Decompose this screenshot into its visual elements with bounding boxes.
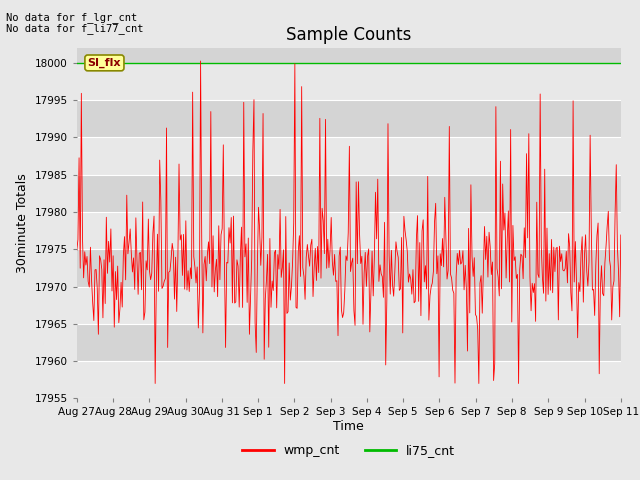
Legend: wmp_cnt, li75_cnt: wmp_cnt, li75_cnt (237, 439, 460, 462)
Text: SI_flx: SI_flx (88, 58, 121, 68)
Bar (77, 137, 621, 175)
Title: Sample Counts: Sample Counts (286, 25, 412, 44)
Text: No data for f_lgr_cnt: No data for f_lgr_cnt (6, 12, 138, 23)
Bar (77, 324, 621, 361)
X-axis label: Time: Time (333, 420, 364, 433)
Bar (77, 249, 621, 287)
Bar (77, 175, 621, 212)
Bar (77, 361, 621, 398)
Bar (77, 100, 621, 137)
Y-axis label: 30minute Totals: 30minute Totals (16, 173, 29, 273)
Text: No data for f_li77_cnt: No data for f_li77_cnt (6, 23, 144, 34)
Bar (77, 212, 621, 249)
Bar (77, 63, 621, 100)
Bar (77, 287, 621, 324)
